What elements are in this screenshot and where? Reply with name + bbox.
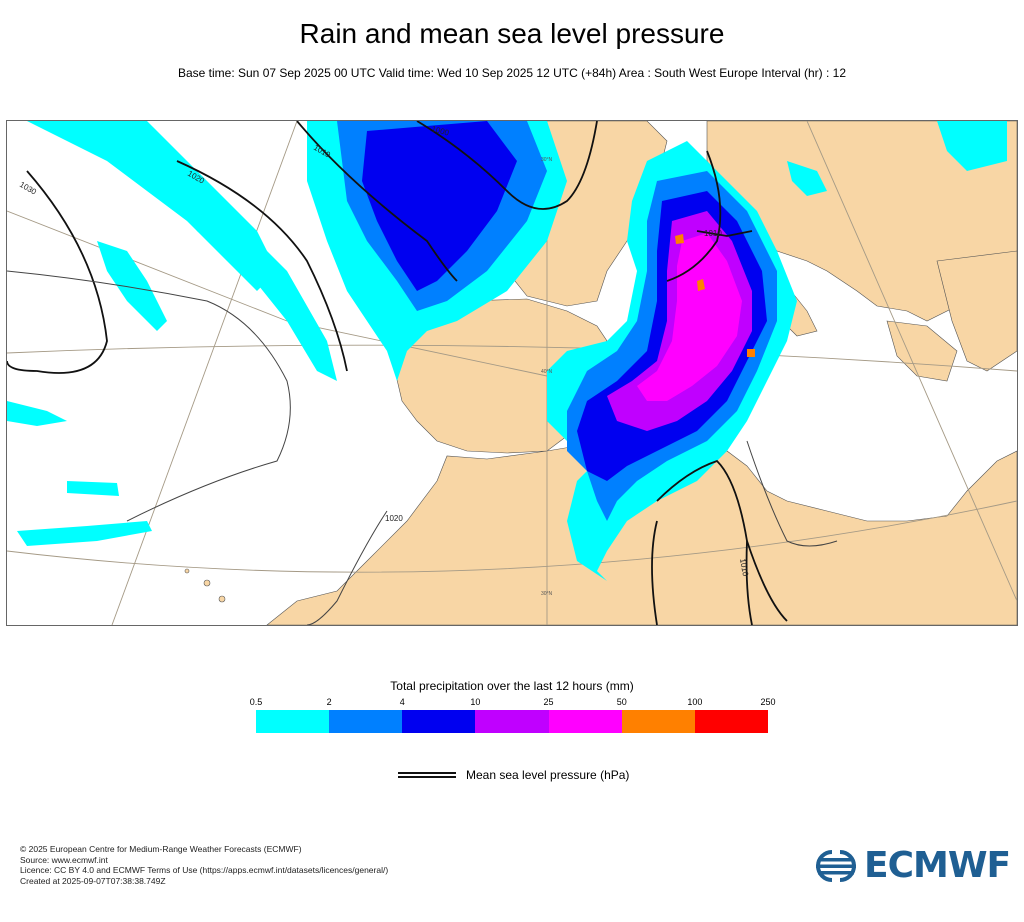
footer-licence: Licence: CC BY 4.0 and ECMWF Terms of Us… — [20, 865, 389, 875]
legend-color-swatch — [621, 710, 695, 733]
precip-legend-title: Total precipitation over the last 12 hou… — [390, 679, 634, 693]
legend-color-swatch — [548, 710, 622, 733]
legend-tick-label: 250 — [760, 697, 776, 707]
isobars — [7, 121, 788, 625]
footer-credits: © 2025 European Centre for Medium-Range … — [20, 844, 388, 886]
grid-label: 30°N — [541, 157, 553, 163]
footer-copyright: © 2025 European Centre for Medium-Range … — [20, 844, 302, 854]
precip-legend-ticks: 0.5 2 4 10 25 50 100 250 — [250, 697, 776, 709]
grid-labels: 30°N 30°N 40°N — [541, 157, 553, 597]
legend-color-swatch — [329, 710, 403, 733]
legend-color-swatch — [475, 710, 549, 733]
legend-tick-label: 4 — [399, 697, 405, 707]
ecmwf-logo-text: ECMWF — [864, 845, 1011, 886]
legend-tick-label: 50 — [616, 697, 627, 707]
mslp-legend: Mean sea level pressure (hPa) — [398, 768, 629, 782]
isobars-thin — [7, 270, 838, 625]
legend-color-swatch — [402, 710, 476, 733]
grid-label: 40°N — [541, 369, 553, 375]
land-greece — [886, 320, 958, 382]
map-panel: 1030 1020 1010 1000 1020 1010 1010 30°N … — [6, 120, 1018, 626]
legend-tick-label: 25 — [543, 697, 554, 707]
isobar-label: 1010 — [704, 229, 722, 238]
land-anatolia — [936, 250, 1017, 372]
legend-tick-label: 100 — [687, 697, 703, 707]
legend-tick-label: 0.5 — [249, 697, 263, 707]
isobar-label: 1020 — [385, 514, 403, 523]
grid-label: 30°N — [541, 591, 553, 597]
chart-subtitle: Base time: Sun 07 Sep 2025 00 UTC Valid … — [177, 66, 847, 80]
legend-color-swatch — [694, 710, 768, 733]
legend-tick-label: 2 — [326, 697, 332, 707]
footer-source: Source: www.ecmwf.int — [20, 854, 108, 865]
legend-color-swatch — [256, 710, 330, 733]
precip-legend-colorbar — [256, 710, 768, 733]
footer-created: Created at 2025-09-07T07:38:38.749Z — [20, 875, 166, 886]
mslp-legend-label: Mean sea level pressure (hPa) — [466, 768, 630, 782]
chart-title: Rain and mean sea level pressure — [299, 18, 725, 49]
legend-tick-label: 10 — [470, 697, 481, 707]
mslp-legend-line-icon — [398, 772, 456, 778]
ecmwf-logo-icon — [816, 849, 856, 882]
isobar-label: 1010 — [738, 558, 750, 578]
ecmwf-logo: ECMWF — [812, 845, 1011, 886]
